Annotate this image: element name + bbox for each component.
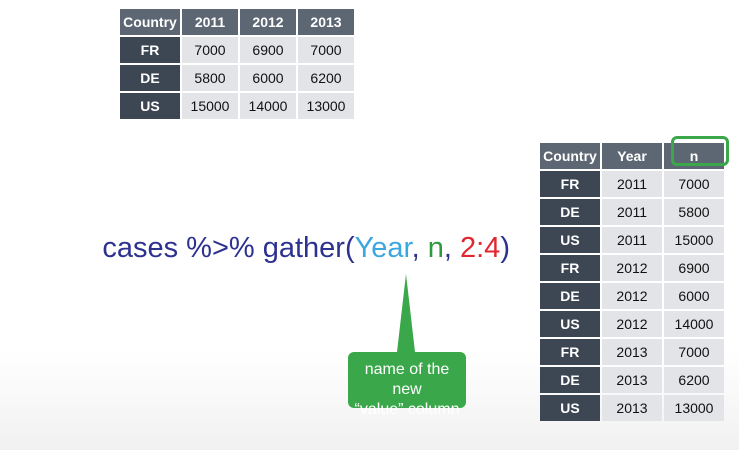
table-row: US 2012 14000 [540, 311, 724, 337]
table-cell: 2012 [602, 283, 662, 309]
tidy-cases-table: Country Year n FR 2011 7000 DE 2011 5800… [538, 141, 726, 423]
header-cell: Country [120, 9, 180, 35]
row-header-cell: DE [540, 283, 600, 309]
table-row: FR 2013 7000 [540, 339, 724, 365]
header-cell: 2012 [240, 9, 296, 35]
row-header-cell: FR [120, 37, 180, 63]
table-cell: 7000 [182, 37, 238, 63]
table-row: DE 2013 6200 [540, 367, 724, 393]
code-column-range: 2:4 [460, 232, 501, 264]
row-header-cell: US [120, 93, 180, 119]
header-cell-n: n [664, 143, 724, 169]
callout-arrow-icon [397, 274, 415, 352]
row-header-cell: DE [120, 65, 180, 91]
row-header-cell: US [540, 395, 600, 421]
table-cell: 6000 [240, 65, 296, 91]
table-cell: 7000 [298, 37, 354, 63]
code-key-column: Year [354, 232, 412, 264]
header-cell: Year [602, 143, 662, 169]
row-header-cell: FR [540, 171, 600, 197]
code-value-column: n [427, 232, 444, 264]
row-header-cell: FR [540, 339, 600, 365]
row-header-cell: FR [540, 255, 600, 281]
code-prefix: cases %>% gather( [102, 232, 355, 264]
row-header-cell: DE [540, 367, 600, 393]
table-row: US 2013 13000 [540, 395, 724, 421]
table-row: US 15000 14000 13000 [120, 93, 354, 119]
row-header-cell: DE [540, 199, 600, 225]
table-row: FR 2011 7000 [540, 171, 724, 197]
callout-text-line: “value” column [354, 401, 460, 418]
table-cell: 6200 [298, 65, 354, 91]
table-cell: 2012 [602, 311, 662, 337]
table-cell: 6000 [664, 283, 724, 309]
code-separator: , [443, 232, 460, 264]
wide-cases-table: Country 2011 2012 2013 FR 7000 6900 7000… [118, 7, 356, 121]
table-cell: 2013 [602, 395, 662, 421]
callout-text-line: name of the new [364, 361, 450, 398]
table-cell: 2013 [602, 367, 662, 393]
table-cell: 6900 [664, 255, 724, 281]
header-cell: 2013 [298, 9, 354, 35]
table-row: FR 7000 6900 7000 [120, 37, 354, 63]
table-cell: 7000 [664, 339, 724, 365]
table-row: DE 5800 6000 6200 [120, 65, 354, 91]
table-cell: 14000 [664, 311, 724, 337]
table-row: DE 2011 5800 [540, 199, 724, 225]
table-row: DE 2012 6000 [540, 283, 724, 309]
table-cell: 13000 [664, 395, 724, 421]
table-row: FR 2012 6900 [540, 255, 724, 281]
table-cell: 6900 [240, 37, 296, 63]
value-column-callout: name of the new “value” column [348, 352, 466, 418]
table-row: US 2011 15000 [540, 227, 724, 253]
table-cell: 7000 [664, 171, 724, 197]
table-cell: 2013 [602, 339, 662, 365]
table-header-row: Country 2011 2012 2013 [120, 9, 354, 35]
table-cell: 15000 [182, 93, 238, 119]
table-cell: 13000 [298, 93, 354, 119]
table-cell: 2011 [602, 199, 662, 225]
row-header-cell: US [540, 227, 600, 253]
code-suffix: ) [500, 232, 510, 264]
gather-code-line: cases %>% gather(Year, n, 2:4) [0, 232, 510, 265]
table-cell: 2011 [602, 227, 662, 253]
table-cell: 14000 [240, 93, 296, 119]
header-cell: 2011 [182, 9, 238, 35]
table-cell: 15000 [664, 227, 724, 253]
header-cell: Country [540, 143, 600, 169]
code-separator: , [411, 232, 428, 264]
table-cell: 5800 [182, 65, 238, 91]
row-header-cell: US [540, 311, 600, 337]
table-cell: 6200 [664, 367, 724, 393]
table-cell: 2011 [602, 171, 662, 197]
table-cell: 5800 [664, 199, 724, 225]
table-header-row: Country Year n [540, 143, 724, 169]
table-cell: 2012 [602, 255, 662, 281]
